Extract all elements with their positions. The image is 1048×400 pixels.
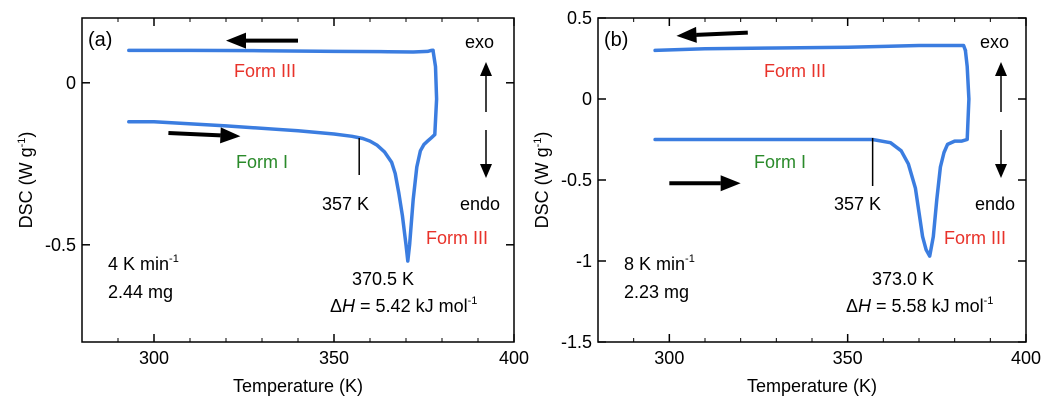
endo-label-b: endo [975, 194, 1015, 214]
direction-arrow [676, 26, 748, 43]
direction-arrow [168, 127, 241, 144]
direction-arrow [669, 175, 741, 192]
rate-label-a: 4 K min-1 [108, 253, 179, 274]
x-tick-label: 400 [1011, 348, 1041, 368]
panel-b: (b) 300 350 400 0.5 0 -0.5 -1 -1.5 Temperature … [532, 8, 1041, 396]
exo-arrow-a [480, 62, 492, 112]
y-tick-label: 0 [66, 73, 76, 93]
panel-a: (a) 300 350 400 0 -0.5 Temperature (K) DSC (… [16, 17, 529, 396]
form3-label-bottom-b: Form III [944, 228, 1006, 248]
y-tick-label: -0.5 [45, 235, 76, 255]
y-tick-label: -1 [576, 251, 592, 271]
series-group-a [127, 48, 439, 263]
x-tick-label: 300 [139, 348, 169, 368]
y-tick-label: 0 [582, 89, 592, 109]
dsc-curve-heating [653, 48, 971, 258]
series-group-b [653, 43, 971, 258]
endo-label-a: endo [460, 194, 500, 214]
exo-arrow-b [995, 62, 1007, 112]
dsc-curve-heating [127, 48, 439, 263]
form1-label-b: Form I [754, 152, 806, 172]
onset-label-a: 357 K [322, 194, 369, 214]
form3-label-top-b: Form III [764, 61, 826, 81]
y-axis-label-a: DSC (W g-1) [16, 132, 36, 229]
y-tick-label: -1.5 [561, 332, 592, 352]
x-tick-label: 350 [319, 348, 349, 368]
rate-label-b: 8 K min-1 [624, 253, 695, 274]
exo-label-b: exo [980, 32, 1009, 52]
panel-label-b: (b) [604, 29, 628, 51]
peak-temp-label-a: 370.5 K [352, 269, 414, 289]
y-tick-label: 0.5 [567, 8, 592, 28]
x-tick-label: 400 [499, 348, 529, 368]
mass-label-a: 2.44 mg [108, 282, 173, 302]
arrows-group-b [669, 26, 748, 192]
axis-ticks-b: 300 350 400 0.5 0 -0.5 -1 -1.5 [561, 8, 1041, 368]
form3-label-top-a: Form III [234, 61, 296, 81]
x-tick-label: 350 [833, 348, 863, 368]
enthalpy-label-b: ΔH = 5.58 kJ mol-1 [846, 295, 993, 316]
panel-label-a: (a) [88, 29, 112, 51]
arrows-group-a [168, 32, 298, 144]
y-axis-label-b: DSC (W g-1) [532, 132, 552, 229]
mass-label-b: 2.23 mg [624, 282, 689, 302]
direction-arrow [226, 32, 298, 49]
x-axis-label-a: Temperature (K) [233, 376, 363, 396]
x-axis-label-b: Temperature (K) [747, 376, 877, 396]
form1-label-a: Form I [236, 152, 288, 172]
axis-ticks-a: 300 350 400 0 -0.5 [45, 18, 529, 368]
x-tick-label: 300 [654, 348, 684, 368]
enthalpy-label-a: ΔH = 5.42 kJ mol-1 [330, 295, 477, 316]
dsc-curve-cooling [653, 43, 968, 53]
exo-label-a: exo [465, 32, 494, 52]
endo-arrow-a [480, 130, 492, 178]
endo-arrow-b [995, 130, 1007, 178]
dsc-curve-cooling [127, 48, 435, 54]
onset-label-b: 357 K [834, 194, 881, 214]
y-tick-label: -0.5 [561, 170, 592, 190]
form3-label-bottom-a: Form III [426, 228, 488, 248]
peak-temp-label-b: 373.0 K [872, 269, 934, 289]
